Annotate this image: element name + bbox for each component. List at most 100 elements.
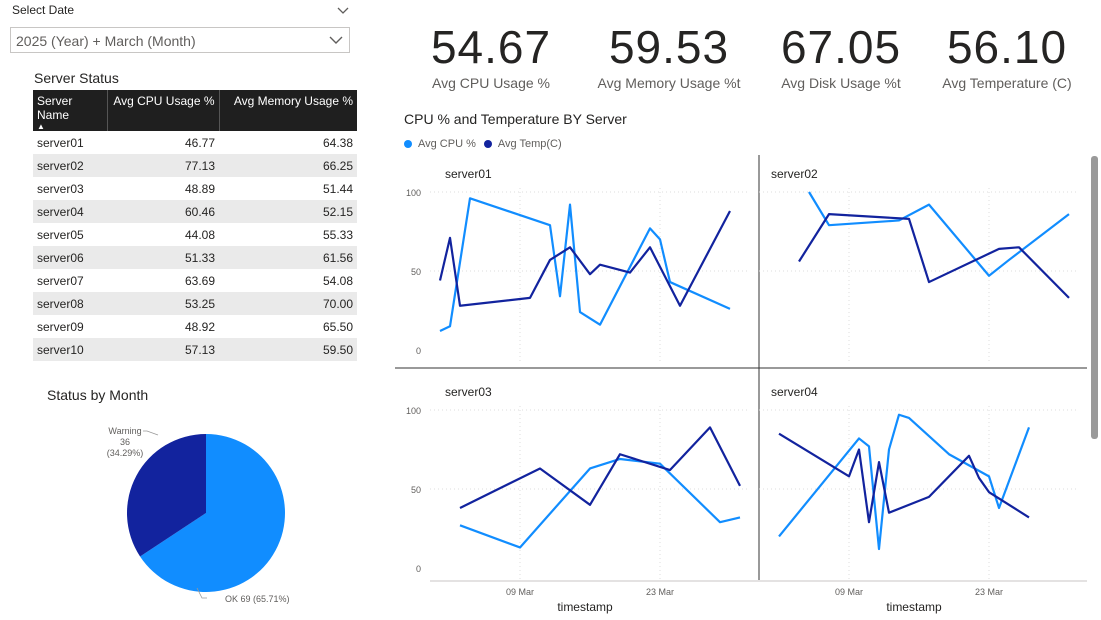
cell-memory-usage: 61.56 xyxy=(219,246,357,269)
warning-leader-line xyxy=(143,430,159,436)
warning-label: Warning 36 (34.29%) xyxy=(101,426,149,459)
kpi-label: Avg Disk Usage %t xyxy=(781,75,901,91)
kpi-card-temperature: 56.10 Avg Temperature (C) xyxy=(912,22,1101,91)
server-status-table: Server Name ▲ Avg CPU Usage % Avg Memory … xyxy=(33,90,357,361)
y-tick-label: 0 xyxy=(416,346,421,356)
server03-series-cpu-line[interactable] xyxy=(459,457,741,549)
y-tick-label: 0 xyxy=(416,564,421,574)
table-row[interactable]: server10 57.13 59.50 xyxy=(33,338,357,361)
cell-memory-usage: 51.44 xyxy=(322,181,353,196)
pie-slice-warning[interactable] xyxy=(127,434,206,557)
server-status-title: Server Status xyxy=(34,70,119,86)
status-pie-title: Status by Month xyxy=(47,387,149,403)
server02-series-temp-line[interactable] xyxy=(798,213,1070,299)
kpi-value: 54.67 xyxy=(430,21,552,73)
cell-cpu-usage: 53.25 xyxy=(107,292,219,315)
kpi-card-cpu: 54.67 Avg CPU Usage % xyxy=(396,22,586,91)
cell-memory-usage: 70.00 xyxy=(219,292,357,315)
cell-cpu-usage: 44.08 xyxy=(184,227,215,242)
server04-series-cpu-line[interactable] xyxy=(778,413,1031,551)
pie-slice-ok[interactable] xyxy=(140,434,285,592)
slicer-title: Select Date xyxy=(12,3,75,17)
server02-series-cpu-line[interactable] xyxy=(808,191,1070,277)
cell-cpu-usage: 57.13 xyxy=(107,338,219,361)
date-slicer-dropdown[interactable]: 2025 (Year) + March (Month) xyxy=(10,27,350,53)
legend-label-cpu: Avg CPU % xyxy=(418,138,476,150)
cell-memory-usage: 54.08 xyxy=(322,273,353,288)
column-header-label: Avg CPU Usage % xyxy=(113,94,215,108)
table-row[interactable]: server01 46.77 64.38 xyxy=(33,131,357,154)
x-tick-label: 09 Mar xyxy=(506,587,534,597)
y-tick-label: 100 xyxy=(406,188,421,198)
table-row[interactable]: server05 44.08 55.33 xyxy=(33,223,357,246)
sort-ascending-icon: ▲ xyxy=(37,122,45,131)
cell-server-name: server10 xyxy=(33,338,107,361)
cell-server-name: server06 xyxy=(33,246,107,269)
column-header-memory[interactable]: Avg Memory Usage % xyxy=(219,90,357,131)
panel-label-server02: server02 xyxy=(771,167,818,181)
cpu-temp-small-multiples: server01 100 50 0 server02 server03 100 50 0 09 M… xyxy=(395,155,1087,614)
cell-memory-usage: 59.50 xyxy=(219,338,357,361)
cell-cpu-usage: 48.92 xyxy=(184,319,215,334)
kpi-label: Avg CPU Usage % xyxy=(431,75,550,91)
cell-server-name: server09 xyxy=(37,319,84,334)
cell-server-name: server01 xyxy=(37,135,84,150)
cell-server-name: server05 xyxy=(37,227,84,242)
cell-server-name: server07 xyxy=(37,273,84,288)
kpi-label: Avg Memory Usage %t xyxy=(597,75,741,91)
legend-marker-cpu xyxy=(404,140,412,148)
x-tick-label: 23 Mar xyxy=(975,587,1003,597)
cell-server-name: server08 xyxy=(33,292,107,315)
kpi-value: 59.53 xyxy=(608,21,730,73)
cell-memory-usage: 52.15 xyxy=(219,200,357,223)
server03-series-temp-line[interactable] xyxy=(459,426,741,509)
server04-series-temp-line[interactable] xyxy=(778,432,1030,524)
x-tick-label: 09 Mar xyxy=(835,587,863,597)
cell-memory-usage: 65.50 xyxy=(322,319,353,334)
kpi-value: 56.10 xyxy=(946,21,1068,73)
cell-cpu-usage: 48.89 xyxy=(184,181,215,196)
panel-label-server01: server01 xyxy=(445,167,492,181)
table-row[interactable]: server02 77.13 66.25 xyxy=(33,154,357,177)
table-row[interactable]: server09 48.92 65.50 xyxy=(33,315,357,338)
vertical-scrollbar[interactable] xyxy=(1091,156,1098,439)
cell-server-name: server03 xyxy=(37,181,84,196)
cpu-temp-chart-title: CPU % and Temperature BY Server xyxy=(404,111,627,127)
ok-label: OK 69 (65.71%) xyxy=(225,594,290,604)
server01-series-temp-line[interactable] xyxy=(438,210,731,307)
cell-cpu-usage: 63.69 xyxy=(184,273,215,288)
warning-label-name: Warning xyxy=(108,426,142,436)
cell-cpu-usage: 51.33 xyxy=(107,246,219,269)
panel-label-server03: server03 xyxy=(445,385,492,399)
legend-label-temp: Avg Temp(C) xyxy=(497,138,562,150)
table-row[interactable]: server06 51.33 61.56 xyxy=(33,246,357,269)
kpi-label: Avg Temperature (C) xyxy=(942,75,1072,91)
x-tick-label: 23 Mar xyxy=(646,587,674,597)
cell-cpu-usage: 46.77 xyxy=(184,135,215,150)
legend-marker-temp xyxy=(483,140,492,148)
x-axis-title: timestamp xyxy=(557,600,613,614)
chevron-up-icon[interactable] xyxy=(335,3,351,17)
cell-server-name: server04 xyxy=(33,200,107,223)
kpi-card-disk: 67.05 Avg Disk Usage %t xyxy=(746,22,936,91)
cell-cpu-usage: 77.13 xyxy=(107,154,219,177)
table-row[interactable]: server03 48.89 51.44 xyxy=(33,177,357,200)
warning-label-detail: 36 (34.29%) xyxy=(106,437,144,458)
y-tick-label: 50 xyxy=(411,267,421,277)
cell-memory-usage: 55.33 xyxy=(322,227,353,242)
table-row[interactable]: server07 63.69 54.08 xyxy=(33,269,357,292)
panel-label-server04: server04 xyxy=(771,385,818,399)
column-header-server-name[interactable]: Server Name ▲ xyxy=(33,90,108,131)
column-header-cpu[interactable]: Avg CPU Usage % xyxy=(107,90,220,131)
slicer-selected-value: 2025 (Year) + March (Month) xyxy=(16,33,196,49)
table-row[interactable]: server04 60.46 52.15 xyxy=(33,200,357,223)
server01-series-cpu-line[interactable] xyxy=(439,197,731,333)
cell-cpu-usage: 60.46 xyxy=(107,200,219,223)
cell-memory-usage: 66.25 xyxy=(219,154,357,177)
kpi-card-memory: 59.53 Avg Memory Usage %t xyxy=(574,22,764,91)
column-header-label: Avg Memory Usage % xyxy=(233,94,353,108)
x-axis-title: timestamp xyxy=(886,600,942,614)
cell-server-name: server02 xyxy=(33,154,107,177)
kpi-value: 67.05 xyxy=(780,21,902,73)
table-row[interactable]: server08 53.25 70.00 xyxy=(33,292,357,315)
